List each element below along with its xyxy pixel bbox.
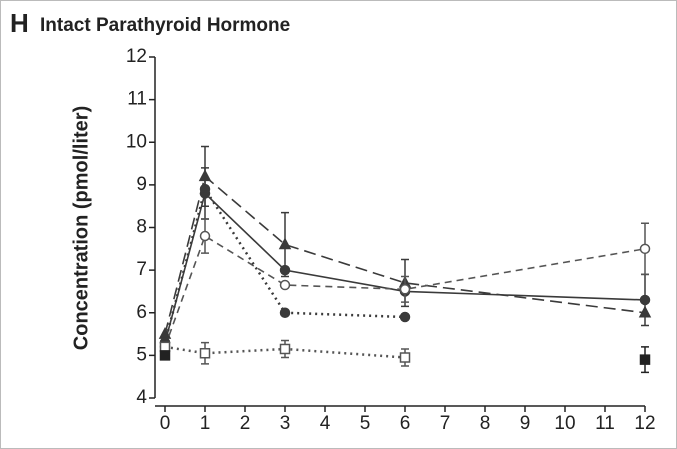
- x-tick-label: 10: [554, 413, 575, 434]
- marker: [399, 352, 411, 363]
- chart-title: Intact Parathyroid Hormone: [40, 15, 290, 36]
- marker: [639, 354, 651, 365]
- marker: [638, 305, 652, 318]
- marker: [639, 294, 651, 306]
- marker: [279, 307, 291, 318]
- x-tick-label: 3: [280, 413, 291, 434]
- y-tick-label: 10: [126, 131, 147, 152]
- marker: [278, 237, 292, 250]
- x-tick-label: 11: [595, 413, 615, 434]
- x-tick-label: 12: [634, 413, 655, 434]
- marker: [399, 311, 411, 323]
- y-tick-label: 9: [136, 174, 147, 195]
- marker: [159, 341, 171, 353]
- y-tick-label: 8: [136, 217, 147, 238]
- marker: [159, 350, 171, 361]
- marker: [279, 343, 291, 355]
- x-tick-label: 1: [200, 413, 211, 434]
- y-tick-label: 12: [126, 46, 147, 67]
- marker: [399, 284, 411, 295]
- y-tick-label: 11: [127, 89, 147, 110]
- y-tick-label: 5: [136, 344, 147, 365]
- panel-letter: H: [10, 8, 29, 38]
- marker: [199, 183, 211, 195]
- x-tick-label: 9: [520, 413, 531, 434]
- x-tick-label: 8: [480, 413, 491, 434]
- y-axis-label: Concentration (pmol/liter): [70, 106, 92, 350]
- marker: [279, 279, 291, 291]
- series-line: [164, 174, 646, 335]
- x-tick-label: 0: [160, 413, 171, 434]
- series-line: [164, 234, 646, 348]
- series-line: [164, 345, 406, 359]
- y-tick-label: 6: [136, 302, 147, 323]
- series-line: [163, 186, 406, 343]
- y-tick-label: 4: [136, 387, 147, 408]
- marker: [199, 230, 211, 242]
- marker: [198, 169, 212, 182]
- x-tick-label: 5: [360, 413, 371, 434]
- x-tick-label: 7: [440, 413, 451, 434]
- marker: [199, 347, 211, 359]
- marker: [639, 243, 651, 255]
- x-tick-label: 2: [240, 413, 251, 434]
- y-tick-label: 7: [136, 259, 147, 280]
- x-tick-label: 4: [320, 413, 331, 434]
- x-tick-label: 6: [400, 413, 411, 434]
